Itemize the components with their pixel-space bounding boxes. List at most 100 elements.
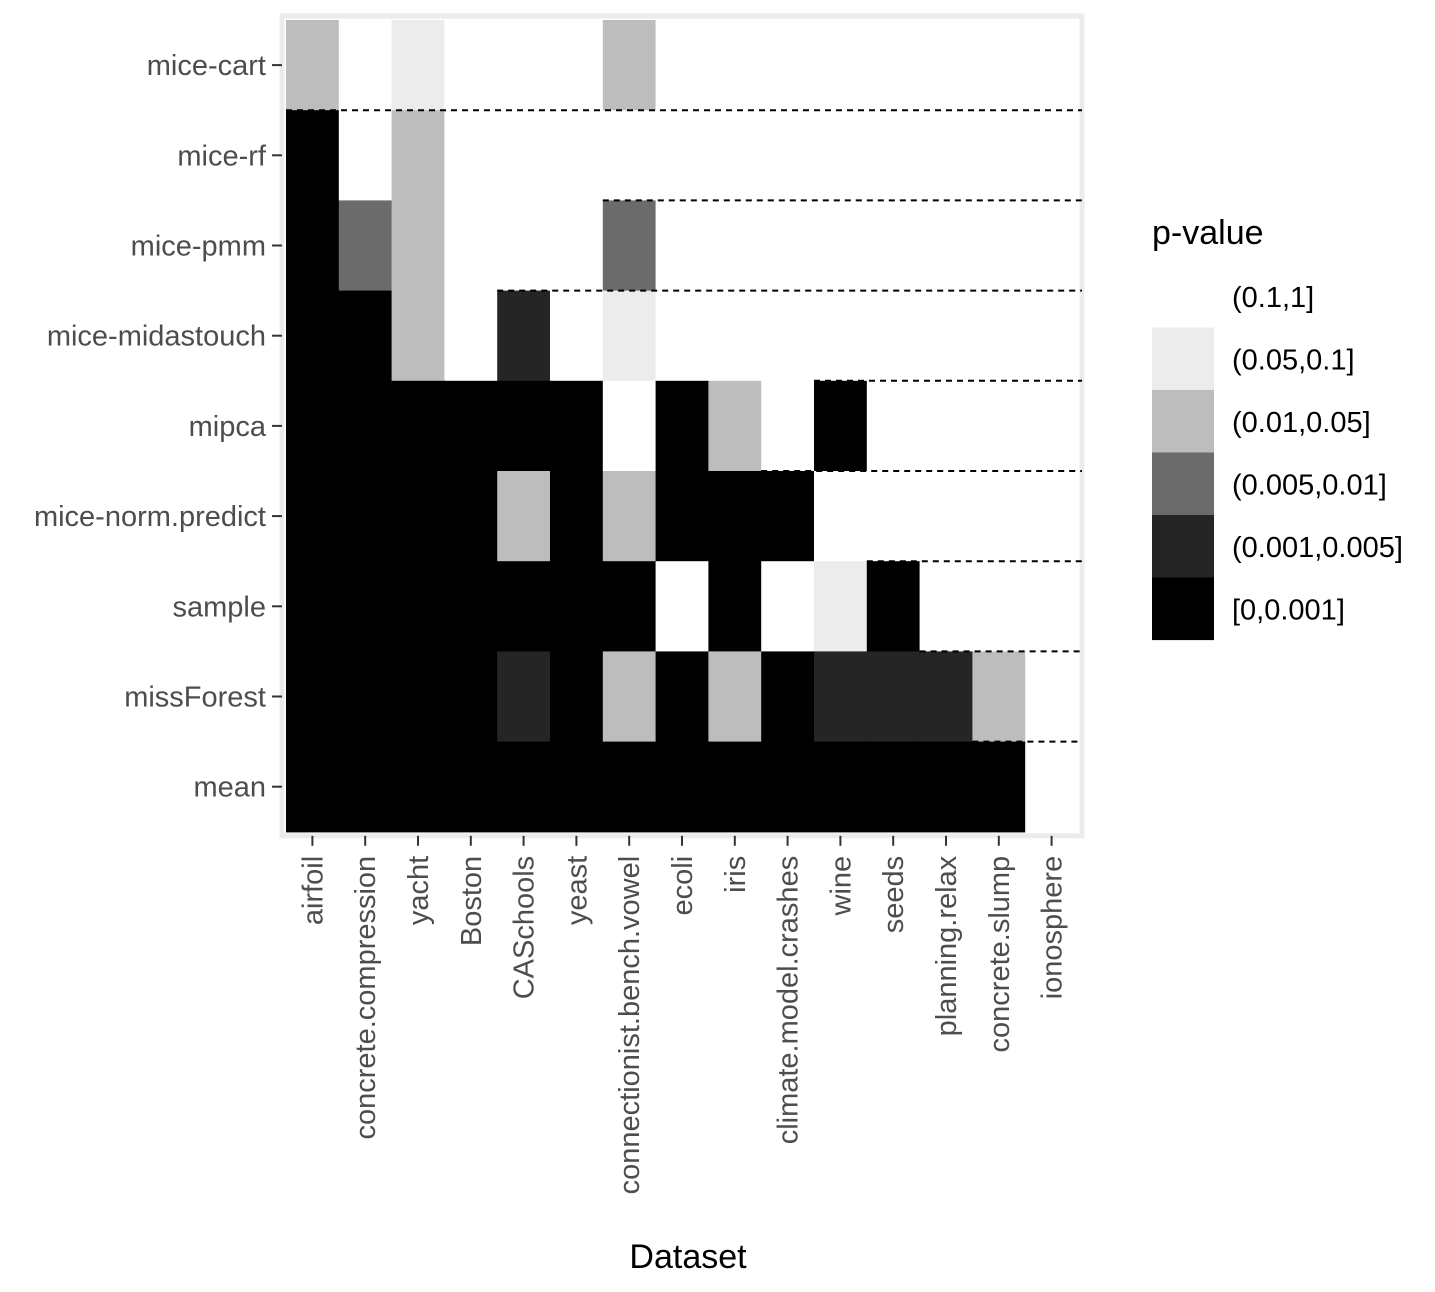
heatmap-cell	[338, 200, 393, 292]
x-tick-label: climate.model.crashes	[773, 856, 805, 1145]
heatmap-cell	[972, 380, 1026, 472]
separator-lines	[286, 109, 1082, 743]
heatmap-cell	[497, 110, 551, 201]
heatmap-cell	[866, 561, 921, 652]
heatmap-cell	[550, 200, 604, 292]
y-axis: mice-cart mice-rf mice-pmm mice-midastouch m…	[34, 50, 282, 804]
heatmap-cell	[338, 471, 393, 562]
heatmap-cell	[444, 651, 498, 743]
heatmap-cell	[602, 471, 657, 562]
heatmap-cells	[286, 20, 1079, 833]
heatmap-cell	[761, 741, 815, 833]
heatmap-cell	[444, 380, 498, 472]
heatmap-cell	[338, 20, 393, 111]
heatmap-cell	[708, 651, 762, 743]
heatmap-cell	[708, 561, 762, 652]
heatmap-cell	[550, 20, 604, 111]
heatmap-cell	[1025, 471, 1079, 562]
heatmap-cell	[919, 110, 973, 201]
heatmap-cell	[814, 471, 868, 562]
heatmap-cell	[972, 561, 1026, 652]
heatmap-cell	[497, 741, 551, 833]
heatmap-cell	[866, 200, 921, 292]
heatmap-cell	[708, 380, 762, 472]
heatmap-cell	[286, 651, 340, 743]
heatmap-cell	[761, 200, 815, 292]
x-tick-label: wine	[825, 856, 857, 917]
legend-key	[1152, 327, 1214, 391]
y-tick-label: mice-cart	[147, 50, 266, 82]
heatmap-cell	[497, 651, 551, 743]
heatmap-cell	[814, 651, 868, 743]
x-tick-label: airfoil	[297, 856, 329, 925]
legend-label: [0,0.001]	[1232, 595, 1345, 627]
x-tick-label: iris	[720, 856, 752, 893]
heatmap-cell	[444, 471, 498, 562]
heatmap-cell	[602, 741, 657, 833]
heatmap-cell	[444, 741, 498, 833]
heatmap-cell	[866, 651, 921, 743]
heatmap-cell	[497, 471, 551, 562]
heatmap-cell	[814, 110, 868, 201]
y-tick-label: missForest	[124, 682, 266, 714]
heatmap-cell	[497, 20, 551, 111]
heatmap-cell	[919, 20, 973, 111]
heatmap-cell	[391, 471, 445, 562]
heatmap-cell	[708, 200, 762, 292]
heatmap-cell	[814, 200, 868, 292]
heatmap-cell	[919, 741, 973, 833]
heatmap-cell	[1025, 741, 1079, 833]
heatmap-cell	[550, 290, 604, 382]
heatmap-cell	[391, 290, 445, 382]
heatmap-cell	[286, 741, 340, 833]
heatmap-cell	[391, 20, 445, 111]
heatmap-cell	[761, 380, 815, 472]
legend-label: (0.05,0.1]	[1232, 345, 1355, 377]
heatmap-cell	[338, 380, 393, 472]
heatmap-cell	[919, 290, 973, 382]
heatmap-cell	[708, 741, 762, 833]
heatmap-cell	[972, 651, 1026, 743]
legend-label: (0.01,0.05]	[1232, 407, 1371, 439]
x-tick-label: ecoli	[667, 856, 699, 916]
x-tick-label: yacht	[403, 856, 435, 925]
heatmap-cell	[972, 20, 1026, 111]
x-axis: airfoil concrete.compression yacht Boston CA…	[297, 835, 1069, 1194]
heatmap-cell	[1025, 651, 1079, 743]
heatmap-cell	[602, 110, 657, 201]
x-tick-label: Boston	[456, 856, 488, 946]
heatmap-cell	[550, 651, 604, 743]
heatmap-cell	[550, 380, 604, 472]
heatmap-cell	[444, 110, 498, 201]
heatmap-cell	[655, 741, 709, 833]
legend-title: p-value	[1152, 214, 1264, 252]
y-tick-label: mice-norm.predict	[34, 501, 266, 533]
heatmap-cell	[1025, 110, 1079, 201]
heatmap-cell	[602, 20, 657, 111]
x-tick-label: concrete.compression	[350, 856, 382, 1140]
heatmap-cell	[919, 471, 973, 562]
x-axis-title: Dataset	[629, 1238, 747, 1276]
legend-label: (0.005,0.01]	[1232, 470, 1387, 502]
heatmap-cell	[550, 471, 604, 562]
heatmap-cell	[919, 380, 973, 472]
heatmap-cell	[866, 20, 921, 111]
heatmap-cell	[286, 561, 340, 652]
x-tick-label: planning.relax	[931, 855, 963, 1036]
heatmap-cell	[866, 110, 921, 201]
heatmap-cell	[338, 741, 393, 833]
heatmap-cell	[919, 651, 973, 743]
heatmap-cell	[655, 561, 709, 652]
heatmap-cell	[919, 200, 973, 292]
heatmap-cell	[602, 561, 657, 652]
legend-key	[1152, 577, 1214, 641]
heatmap-cell	[444, 561, 498, 652]
heatmap-cell	[866, 471, 921, 562]
legend-label: (0.001,0.005]	[1232, 532, 1403, 564]
heatmap-cell	[391, 651, 445, 743]
y-tick-label: mean	[193, 772, 266, 804]
heatmap-cell	[602, 290, 657, 382]
legend-key	[1152, 265, 1214, 328]
x-tick-label: CASchools	[509, 856, 541, 999]
heatmap-cell	[972, 741, 1026, 833]
